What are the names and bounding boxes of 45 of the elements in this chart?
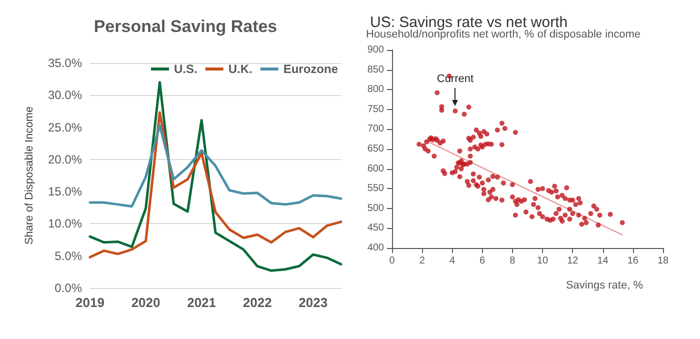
line-series	[88, 124, 342, 208]
y-tick-label: 35.0%	[48, 56, 82, 70]
y-tick-label: 550	[367, 183, 384, 194]
annotation: Current	[436, 72, 475, 86]
x-tick-label: 10	[536, 256, 549, 266]
y-tick-label: 900	[367, 44, 384, 56]
x-tick-label: 6	[480, 256, 486, 266]
x-tick-label: 2019	[76, 295, 104, 310]
y-tick-label: 15.0%	[48, 184, 82, 199]
x-axis-title: Savings rate, %	[566, 280, 644, 292]
x-tick-label: 2	[419, 256, 426, 266]
x-tick-label: 2021	[187, 295, 216, 310]
y-tick-label: 400	[367, 242, 384, 254]
x-tick-label: 2020	[131, 295, 160, 310]
y-tick-label: 5.0%	[54, 248, 82, 263]
legend-label: U.K.	[228, 62, 252, 76]
y-tick-label: 500	[367, 202, 384, 214]
chart-title: US: Savings rate vs net worth	[370, 14, 568, 31]
y-tick-label: 750	[367, 104, 384, 115]
y-tick-label: 700	[367, 124, 384, 135]
y-tick-label: 600	[367, 163, 384, 174]
chart-title: Personal Saving Rates	[94, 17, 278, 36]
x-tick-label: 2022	[242, 295, 272, 310]
y-tick-label: 0.0%	[54, 281, 82, 295]
y-axis-title: Household/nonprofits net worth, % of disposable income	[366, 28, 641, 40]
x-tick-label: 0	[389, 256, 396, 266]
y-tick-label: 850	[367, 64, 384, 76]
y-tick-label: 650	[367, 144, 384, 154]
legend-label: U.S.	[174, 62, 198, 76]
x-tick-label: 18	[657, 256, 669, 266]
y-tick-label: 450	[367, 222, 384, 234]
x-tick-label: 4	[449, 256, 456, 266]
x-tick-label: 16	[627, 256, 639, 266]
y-tick-label: 10.0%	[48, 216, 82, 231]
line-series	[88, 111, 342, 258]
y-tick-label: 800	[367, 84, 384, 96]
x-tick-label: 14	[597, 256, 609, 266]
x-tick-label: 2023	[298, 295, 328, 310]
y-tick-label: 20.0%	[48, 152, 82, 166]
y-axis-title: Share of Disposable Income	[24, 106, 36, 245]
y-tick-label: 25.0%	[48, 120, 82, 134]
legend-label: Eurozone	[283, 62, 338, 76]
x-tick-label: 12	[567, 256, 579, 266]
x-tick-label: 8	[510, 256, 516, 266]
y-tick-label: 30.0%	[48, 88, 82, 102]
